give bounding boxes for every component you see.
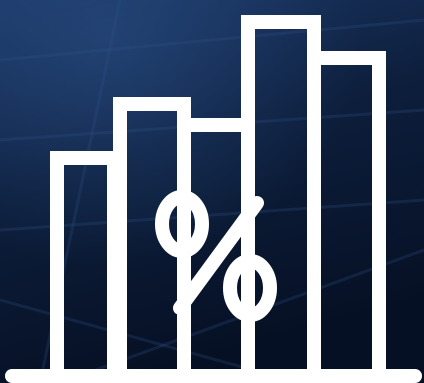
bar-2 <box>113 97 191 376</box>
percent-sign <box>155 190 277 322</box>
divider-lines <box>178 124 254 378</box>
